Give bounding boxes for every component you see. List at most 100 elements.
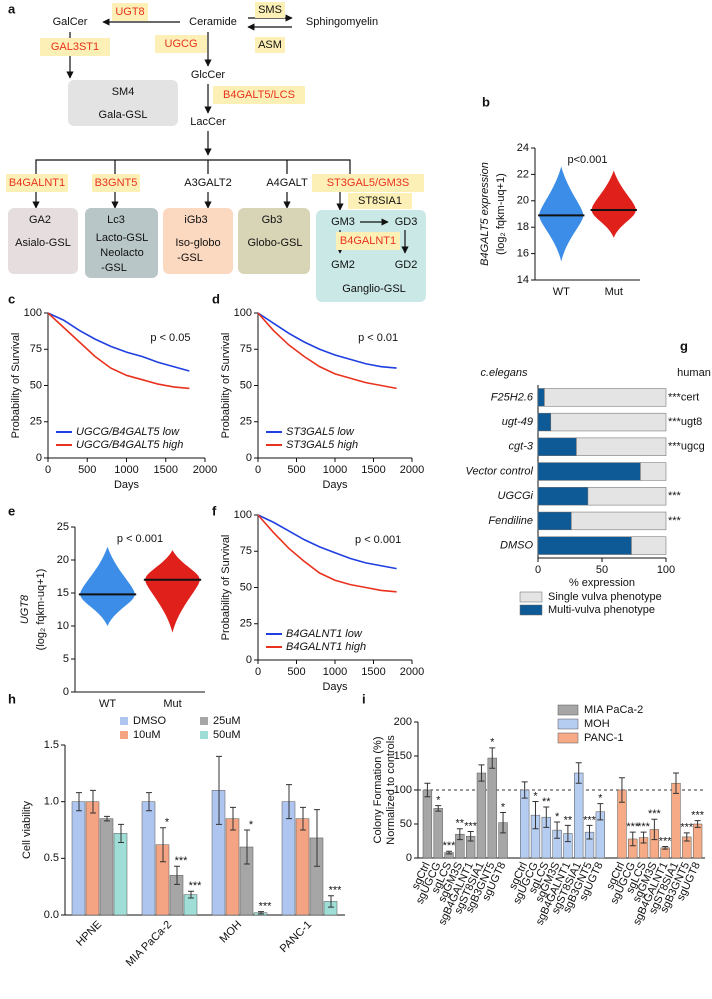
- x-tick-label: WT: [99, 698, 116, 710]
- violin: [539, 166, 584, 262]
- row-label: ugt-49: [502, 416, 533, 428]
- significance: *: [436, 795, 441, 807]
- significance: **: [542, 796, 551, 808]
- node: Gb3: [262, 214, 283, 226]
- survival-line: [47, 312, 190, 372]
- violin: [145, 550, 200, 633]
- error-bar: [500, 811, 507, 834]
- legend-label: 25uM: [213, 715, 241, 727]
- panel-label: e: [8, 503, 15, 518]
- error-bar: [216, 755, 222, 825]
- significance: **: [456, 818, 465, 830]
- y-tick-label: 0: [246, 654, 252, 666]
- x-tick-label: 0: [45, 464, 51, 476]
- y-label: Probability of Survival: [220, 535, 232, 641]
- x-label: % expression: [569, 577, 635, 589]
- error-bar: [554, 821, 561, 839]
- x-tick-label: 50: [596, 564, 608, 576]
- error-bar: [694, 820, 701, 828]
- y-label: (log₂ fqkm-uq+1): [495, 173, 507, 255]
- y-tick-label: 100: [234, 307, 252, 319]
- node: LacCer: [190, 116, 226, 128]
- y-tick-label: 200: [394, 716, 412, 728]
- legend-label: MOH: [584, 718, 610, 730]
- enzyme: A4GALT: [266, 177, 308, 189]
- y-tick-label: 20: [517, 195, 529, 207]
- y-tick-label: 0: [63, 686, 69, 698]
- enzyme: ST8SIA1: [358, 195, 402, 207]
- annotation-header: human: [677, 367, 711, 379]
- node: SM4: [112, 86, 135, 98]
- legend-label: DMSO: [133, 715, 166, 727]
- annotation: p < 0.001: [117, 533, 163, 545]
- y-tick-label: 5: [63, 653, 69, 665]
- annotation: ***: [668, 515, 682, 527]
- survival-line: [257, 514, 397, 593]
- row-label: cgt-3: [509, 441, 534, 453]
- error-bar: [672, 772, 679, 794]
- y-tick-label: 15: [57, 587, 69, 599]
- x-tick-label: 0: [255, 666, 261, 678]
- node: GA2: [29, 214, 51, 226]
- row-label: UGCGi: [498, 490, 534, 502]
- bar-segment: [537, 511, 572, 531]
- panel-label: f: [212, 503, 217, 518]
- significance: ***: [443, 840, 457, 852]
- enzyme-box: [213, 86, 305, 104]
- y-tick-label: 22: [517, 168, 529, 180]
- legend-label: ST3GAL5 low: [286, 426, 355, 438]
- significance: ***: [691, 810, 705, 822]
- y-tick-label: 14: [517, 274, 529, 286]
- y-tick-label: 24: [517, 142, 529, 154]
- y-tick-label: 20: [57, 554, 69, 566]
- x-tick-label: 500: [287, 666, 305, 678]
- enzyme: UGT8: [115, 6, 144, 18]
- panel-a: [32, 14, 351, 211]
- annotation: ***cert: [668, 391, 699, 403]
- error-bar: [328, 895, 334, 908]
- node: Iso-globo: [175, 237, 220, 249]
- legend-swatch: [200, 717, 208, 725]
- error-bar: [286, 784, 292, 820]
- enzyme-box: [312, 174, 424, 192]
- x-tick-label: 2000: [400, 464, 424, 476]
- bar-segment: [537, 388, 545, 407]
- y-tick-label: 1.5: [44, 739, 59, 751]
- x-tick-label: 1000: [323, 464, 347, 476]
- node: -GSL: [177, 252, 203, 264]
- error-bar: [446, 850, 453, 855]
- x-tick-label: 100: [657, 564, 675, 576]
- error-bar: [230, 806, 236, 831]
- legend-label: B4GALNT1 high: [286, 641, 366, 653]
- legend-swatch: [519, 604, 543, 616]
- enzyme-box: [40, 38, 110, 56]
- x-tick-label: 1000: [114, 464, 138, 476]
- error-bar: [174, 865, 180, 885]
- node: Lacto-GSL: [96, 232, 149, 244]
- y-tick-label: 100: [394, 784, 412, 796]
- legend-label: Multi-vulva phenotype: [548, 604, 655, 616]
- node: Ganglio-GSL: [342, 283, 406, 295]
- significance: ***: [329, 885, 343, 897]
- annotation: p < 0.05: [150, 332, 190, 344]
- enzyme: UGCG: [165, 38, 198, 50]
- error-bar: [662, 845, 669, 850]
- y-tick-label: 0: [246, 452, 252, 464]
- panel-label: d: [212, 291, 220, 306]
- y-tick-label: 25: [240, 618, 252, 630]
- x-tick-label: 500: [78, 464, 96, 476]
- survival-line: [257, 312, 397, 390]
- enzyme: B4GALNT1: [340, 235, 396, 247]
- error-bar: [618, 777, 625, 803]
- bar: [671, 782, 681, 859]
- significance: ***: [464, 820, 478, 832]
- row-label: Fendiline: [488, 515, 533, 527]
- enzyme: A3GALT2: [184, 177, 232, 189]
- error-bar: [258, 911, 264, 915]
- y-label: Normalized to controls: [385, 735, 397, 845]
- significance: **: [564, 814, 573, 826]
- error-bar: [586, 824, 593, 840]
- y-tick-label: 100: [24, 307, 42, 319]
- node: Lc3: [107, 214, 125, 226]
- node: GD3: [395, 216, 418, 228]
